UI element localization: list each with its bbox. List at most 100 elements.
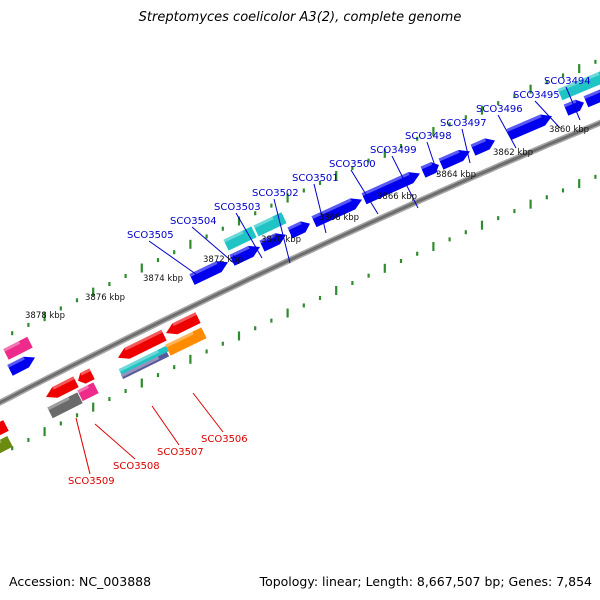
gene-sco3499-shine [420, 162, 433, 170]
gene-sco3509-body [47, 392, 83, 419]
gene-sco3509 [47, 392, 83, 419]
gene-label-sco3506: SCO3506 [201, 434, 248, 445]
gene-label-sco3496: SCO3496 [476, 104, 523, 115]
gene-magenta-left-body [3, 336, 33, 360]
leader-sco3506 [192, 392, 224, 433]
gene-cyan-1-body [223, 226, 257, 251]
gene-label-sco3503: SCO3503 [214, 202, 261, 213]
gene-sco3501-body [311, 198, 362, 228]
gene-sco3497-body [470, 138, 495, 156]
gene-sco3500 [361, 172, 420, 205]
scale-label-6: 3872 kbp [203, 255, 243, 265]
gene-sco3503-shine [259, 233, 277, 244]
gene-sco3506-a-body [118, 329, 167, 359]
gene-magenta-left [3, 336, 33, 360]
leader-sco3495 [534, 100, 561, 129]
gene-sco3506-b-body [165, 327, 207, 356]
leader-sco3501 [313, 183, 327, 234]
gene-sco3495-shine [563, 99, 577, 108]
gene-label-sco3497: SCO3497 [440, 118, 487, 129]
genome-summary-text: Topology: linear; Length: 8,667,507 bp; … [259, 574, 592, 589]
gene-label-sco3498: SCO3498 [405, 131, 452, 142]
scale-label-4: 3868 kbp [319, 213, 359, 223]
leader-sco3508 [94, 423, 136, 460]
gene-sco3507-a [166, 312, 201, 335]
gene-sco3507-b [118, 345, 170, 375]
leader-sco3504 [191, 226, 236, 265]
gene-cyan-2 [253, 212, 287, 237]
gene-label-sco3502: SCO3502 [252, 188, 299, 199]
gene-sco3495 [563, 99, 585, 116]
gene-sco3506-b-shine [165, 331, 194, 348]
label-leader-lines [75, 86, 581, 475]
gene-sco3508-a-body [46, 376, 79, 398]
leader-sco3509 [75, 417, 91, 475]
gene-sco3502 [287, 221, 310, 239]
gene-sco3495-body [563, 99, 585, 116]
scale-label-2: 3864 kbp [436, 170, 476, 180]
scale-label-8: 3876 kbp [85, 293, 125, 303]
gene-sco3498-body [438, 149, 470, 170]
gene-label-sco3495: SCO3495 [513, 90, 560, 101]
gene-label-sco3500: SCO3500 [329, 159, 376, 170]
scale-label-5: 3870 kbp [261, 235, 301, 245]
leader-sco3496 [497, 114, 517, 149]
gene-cyan-3 [557, 68, 600, 101]
gene-label-sco3494: SCO3494 [544, 76, 591, 87]
leader-sco3494 [565, 86, 581, 121]
gene-sco3496 [506, 114, 552, 140]
leader-sco3500 [350, 169, 379, 215]
gene-sco3506-a-shine [124, 329, 163, 351]
gene-sco3508-a [46, 376, 79, 398]
gene-sco3504 [229, 245, 261, 266]
gene-sco3503 [259, 233, 287, 252]
gene-cyan-2-body [253, 212, 287, 237]
gene-features [0, 68, 600, 457]
gene-sco3494 [583, 89, 600, 108]
gene-sco3508-c-body [77, 382, 99, 402]
gene-sco3507-b-body [118, 345, 170, 375]
leader-sco3503 [235, 212, 263, 259]
gene-sco3508-b-shine [80, 368, 91, 376]
gene-sco3507-a-body [166, 312, 201, 335]
gene-cyan-3-body [557, 68, 600, 101]
leader-sco3497 [461, 128, 471, 164]
gene-cyan-3-shine [557, 72, 600, 92]
gene-label-sco3501: SCO3501 [292, 173, 339, 184]
gene-label-sco3508: SCO3508 [113, 461, 160, 472]
gene-sco3500-body [361, 172, 420, 205]
gene-sco3507-a-shine [172, 312, 197, 327]
gene-sco3507-c-body [120, 351, 170, 380]
leader-sco3505 [148, 240, 201, 278]
gene-cyan-1 [223, 226, 257, 251]
scale-label-9: 3878 kbp [25, 311, 65, 321]
gene-sco3503-body [259, 233, 287, 252]
gene-sco3508-b-body [78, 368, 95, 384]
gene-olive-left-body [0, 436, 13, 457]
gene-sco3506-b [165, 327, 207, 356]
gene-label-sco3505: SCO3505 [127, 230, 174, 241]
tick-marks [11, 59, 597, 451]
gene-sco3498 [438, 149, 470, 170]
gene-sco3509-shine [47, 396, 70, 411]
gene-sco3506-a [118, 329, 167, 359]
gene-sco3507-c [120, 351, 170, 380]
gene-blue-left-shine [7, 356, 25, 368]
gene-label-sco3499: SCO3499 [370, 145, 417, 156]
gene-red-left-body [0, 420, 9, 439]
gene-olive-left [0, 436, 13, 457]
gene-sco3505-shine [189, 261, 218, 277]
gene-sco3496-shine [506, 114, 542, 132]
map-labels: 3860 kbp 3862 kbp 3864 kbp 3866 kbp 3868 kbp… [25, 76, 591, 487]
gene-sco3504-shine [229, 245, 250, 258]
gene-sco3498-shine [438, 149, 460, 162]
gene-sco3497 [470, 138, 495, 156]
gene-blue-left-body [7, 356, 36, 376]
gene-sco3505 [189, 261, 229, 285]
gene-sco3504-body [229, 245, 261, 266]
gene-cyan-2-shine [253, 216, 274, 229]
gene-label-sco3504: SCO3504 [170, 216, 217, 227]
gene-red-left [0, 420, 9, 439]
gene-sco3508-c [77, 382, 99, 402]
